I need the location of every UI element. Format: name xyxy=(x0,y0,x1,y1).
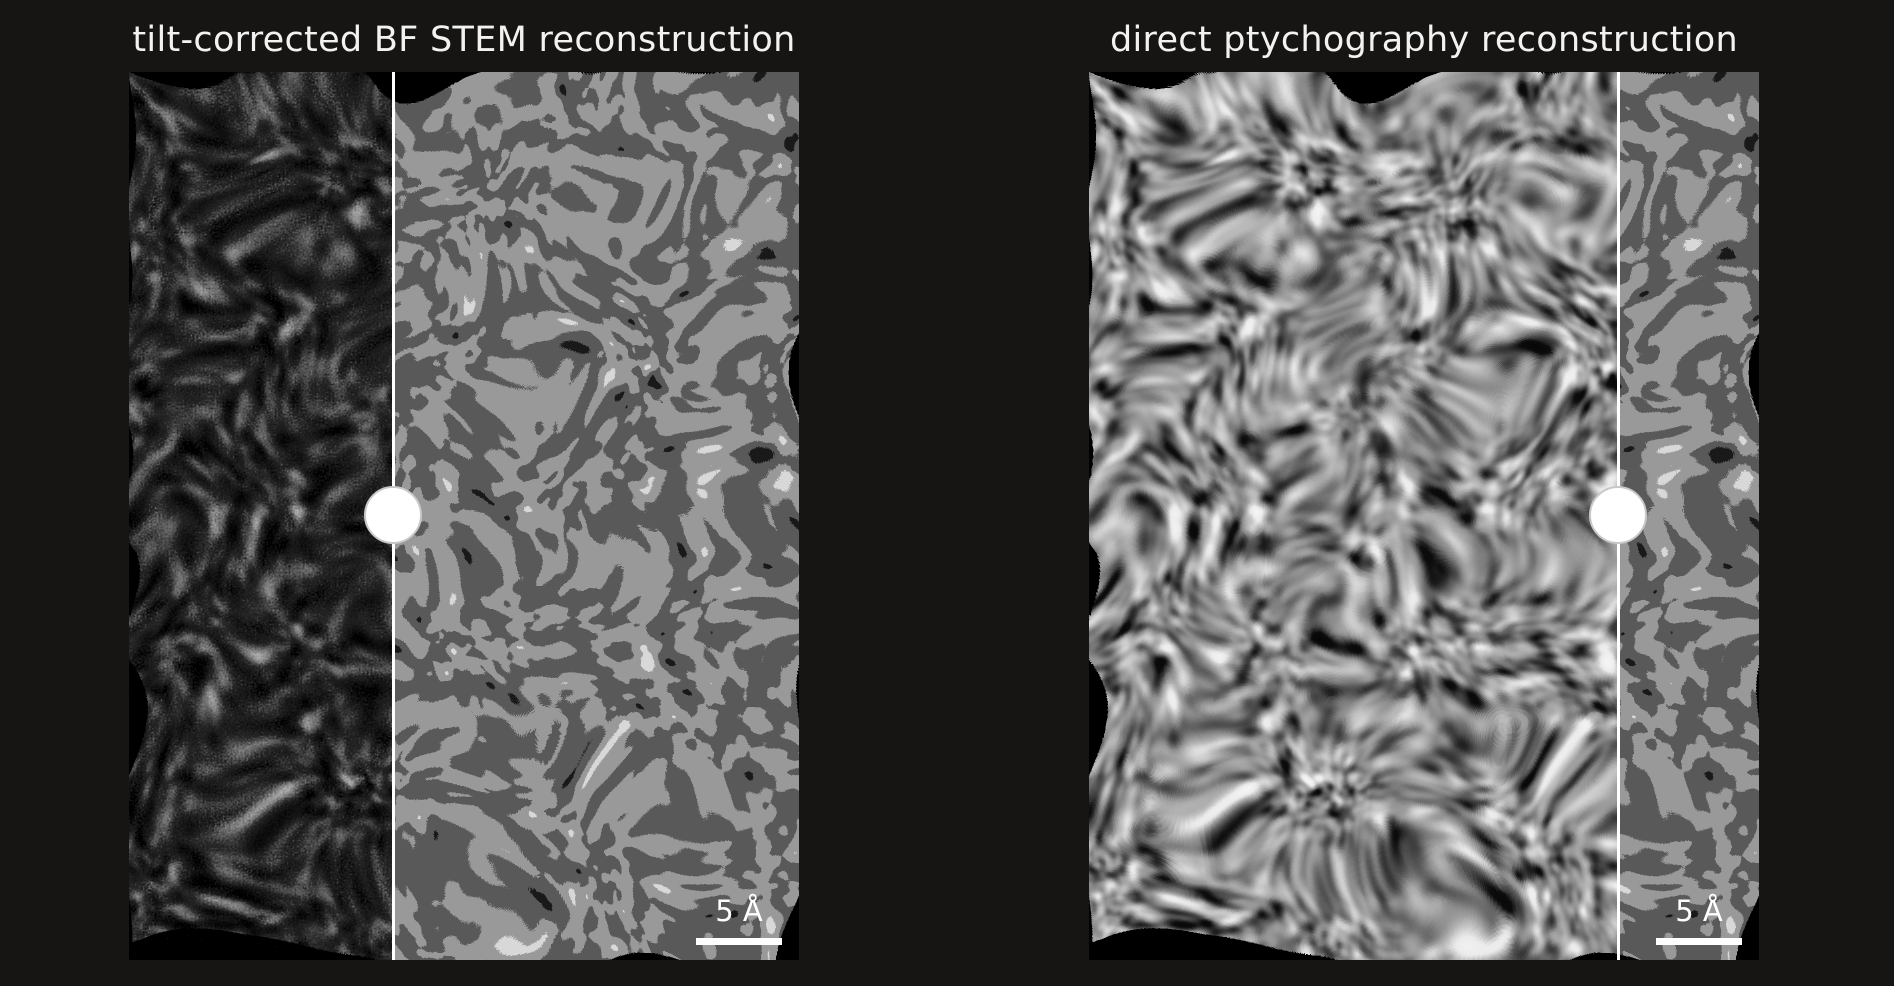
scale-bar-label: 5 Å xyxy=(715,894,763,928)
scale-bar-line xyxy=(1656,938,1742,945)
scale-bar-label: 5 Å xyxy=(1675,894,1723,928)
right-comparison-panel: direct ptychography reconstruction 5 Å xyxy=(1089,0,1759,986)
overlay-image xyxy=(1089,72,1618,960)
left-comparison-panel: tilt-corrected BF STEM reconstruction 5 … xyxy=(129,0,799,986)
scale-bar: 5 Å xyxy=(1656,895,1742,945)
overlay-image xyxy=(129,72,393,960)
image-comparison-viewer[interactable]: 5 Å xyxy=(1089,72,1759,960)
slider-handle[interactable] xyxy=(1589,486,1647,544)
slider-handle[interactable] xyxy=(364,486,422,544)
panel-title: tilt-corrected BF STEM reconstruction xyxy=(132,20,796,60)
panel-title: direct ptychography reconstruction xyxy=(1110,20,1738,60)
scale-bar-line xyxy=(696,938,782,945)
image-comparison-viewer[interactable]: 5 Å xyxy=(129,72,799,960)
scale-bar: 5 Å xyxy=(696,895,782,945)
